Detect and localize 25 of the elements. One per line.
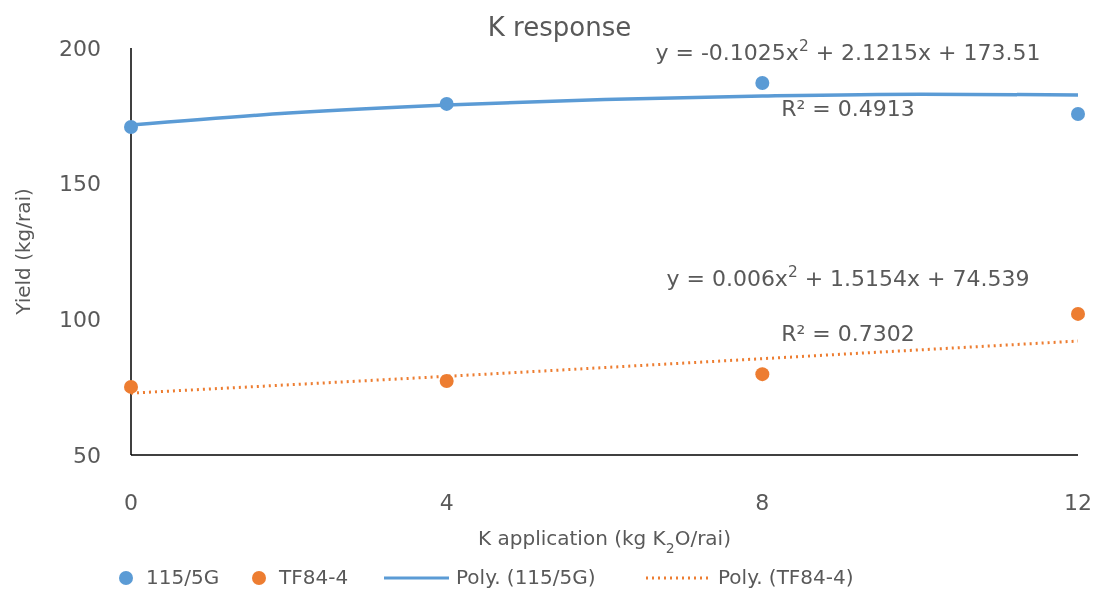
y-tick-label: 150 bbox=[59, 171, 101, 197]
point bbox=[755, 76, 770, 90]
y-tick-label: 200 bbox=[59, 35, 101, 61]
legend-label: TF84-4 bbox=[278, 565, 349, 589]
annotation: R² = 0.7302 bbox=[781, 321, 915, 346]
point bbox=[755, 367, 770, 382]
point bbox=[1071, 306, 1085, 321]
chart-title: K response bbox=[487, 12, 632, 42]
x-axis-title: K application (kg K$_{2}$O/rai) bbox=[478, 526, 731, 556]
legend-label: 115/5G bbox=[146, 565, 220, 589]
point bbox=[124, 379, 138, 394]
point bbox=[1071, 106, 1085, 121]
x-tick-label: 0 bbox=[124, 490, 138, 515]
x-tick-label: 12 bbox=[1064, 490, 1092, 515]
y-tick-label: 100 bbox=[59, 307, 101, 333]
x-tick-label: 8 bbox=[755, 490, 770, 515]
annotation: R² = 0.4913 bbox=[781, 96, 915, 121]
y-axis-title: Yield (kg/rai) bbox=[11, 188, 35, 316]
legend-label: Poly. (TF84-4) bbox=[718, 565, 854, 589]
legend-label: Poly. (115/5G) bbox=[456, 565, 596, 589]
point bbox=[439, 373, 454, 388]
x-tick-label: 4 bbox=[439, 490, 454, 515]
y-tick-label: 50 bbox=[73, 442, 101, 468]
annotation: y = 0.006x$^{2}$ + 1.5154x + 74.539 bbox=[666, 263, 1030, 291]
annotation: y = -0.1025x$^{2}$ + 2.1215x + 173.51 bbox=[655, 37, 1041, 65]
